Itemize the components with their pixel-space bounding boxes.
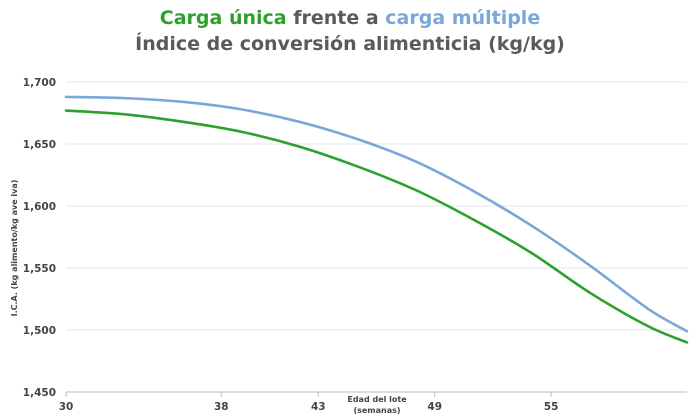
x-tick-label-4: 55 — [544, 401, 559, 413]
x-tick-label-0: 30 — [59, 401, 74, 413]
x-tick-label-3: 49 — [427, 401, 442, 413]
title-part-single: Carga única — [159, 7, 287, 29]
title-part-versus: frente a — [286, 7, 386, 29]
x-tick-label-1: 38 — [214, 401, 229, 413]
y-axis-label: I.C.A. (kg alimento/kg ave iva) — [10, 180, 19, 317]
grid — [66, 81, 687, 331]
series-line-single-load — [64, 109, 689, 344]
y-tick-label-2: 1,550 — [23, 263, 56, 275]
axes — [65, 391, 687, 397]
chart-subtitle: Índice de conversión alimenticia (kg/kg) — [135, 33, 565, 55]
y-tick-label-4: 1,650 — [23, 139, 56, 151]
y-tick-label-3: 1,600 — [23, 201, 56, 213]
y-tick-label-0: 1,450 — [23, 387, 56, 399]
x-axis-label-line2: (semanas) — [353, 406, 400, 415]
y-tick-label-5: 1,700 — [23, 77, 56, 89]
chart-title: Carga única frente a carga múltiple — [0, 7, 700, 29]
series — [64, 95, 689, 344]
x-axis-label-line1: Edad del lote — [347, 395, 407, 404]
y-tick-label-1: 1,500 — [23, 325, 56, 337]
series-line-multiple-load — [64, 95, 689, 333]
tick-labels: 1,450 1,500 1,550 1,600 1,650 1,700 30 38 43 49 55 — [23, 77, 559, 413]
x-tick-label-2: 43 — [311, 401, 326, 413]
title-part-multiple: carga múltiple — [385, 7, 541, 29]
